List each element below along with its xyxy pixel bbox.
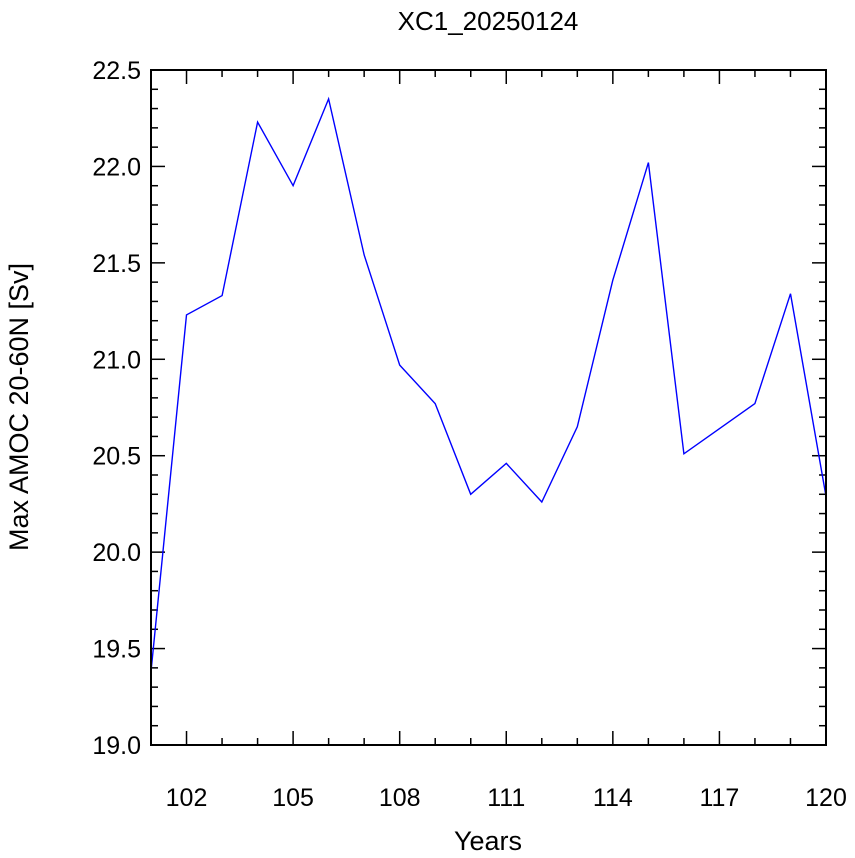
y-tick-label: 21.5 xyxy=(92,250,141,278)
series-line xyxy=(150,96,827,672)
x-axis-label: Years xyxy=(454,826,522,856)
y-tick-label: 19.5 xyxy=(92,636,141,664)
x-tick-label: 120 xyxy=(805,784,847,812)
y-tick-label: 20.0 xyxy=(92,539,141,567)
x-tick-labels: 102 105 108 111 114 117 120 xyxy=(166,784,847,812)
y-tick-labels: 19.0 19.5 20.0 20.5 21.0 21.5 22.0 22.5 xyxy=(92,57,141,760)
x-tick-label: 111 xyxy=(487,784,525,812)
x-tick-label: 105 xyxy=(272,784,314,812)
y-axis-label: Max AMOC 20-60N [Sv] xyxy=(4,263,34,551)
x-tick-label: 102 xyxy=(166,784,208,812)
y-tick-label: 19.0 xyxy=(92,732,141,760)
y-tick-label: 22.0 xyxy=(92,153,141,181)
plot-frame xyxy=(150,69,827,746)
series-layer xyxy=(150,96,827,672)
x-tick-label: 117 xyxy=(699,784,739,812)
x-tick-label: 108 xyxy=(379,784,421,812)
y-tick-label: 22.5 xyxy=(92,57,141,85)
y-tick-label: 20.5 xyxy=(92,443,141,471)
y-tick-label: 21.0 xyxy=(92,346,141,374)
x-tick-label: 114 xyxy=(593,784,633,812)
axis-ticks xyxy=(150,69,827,746)
chart-title: XC1_20250124 xyxy=(398,6,579,36)
